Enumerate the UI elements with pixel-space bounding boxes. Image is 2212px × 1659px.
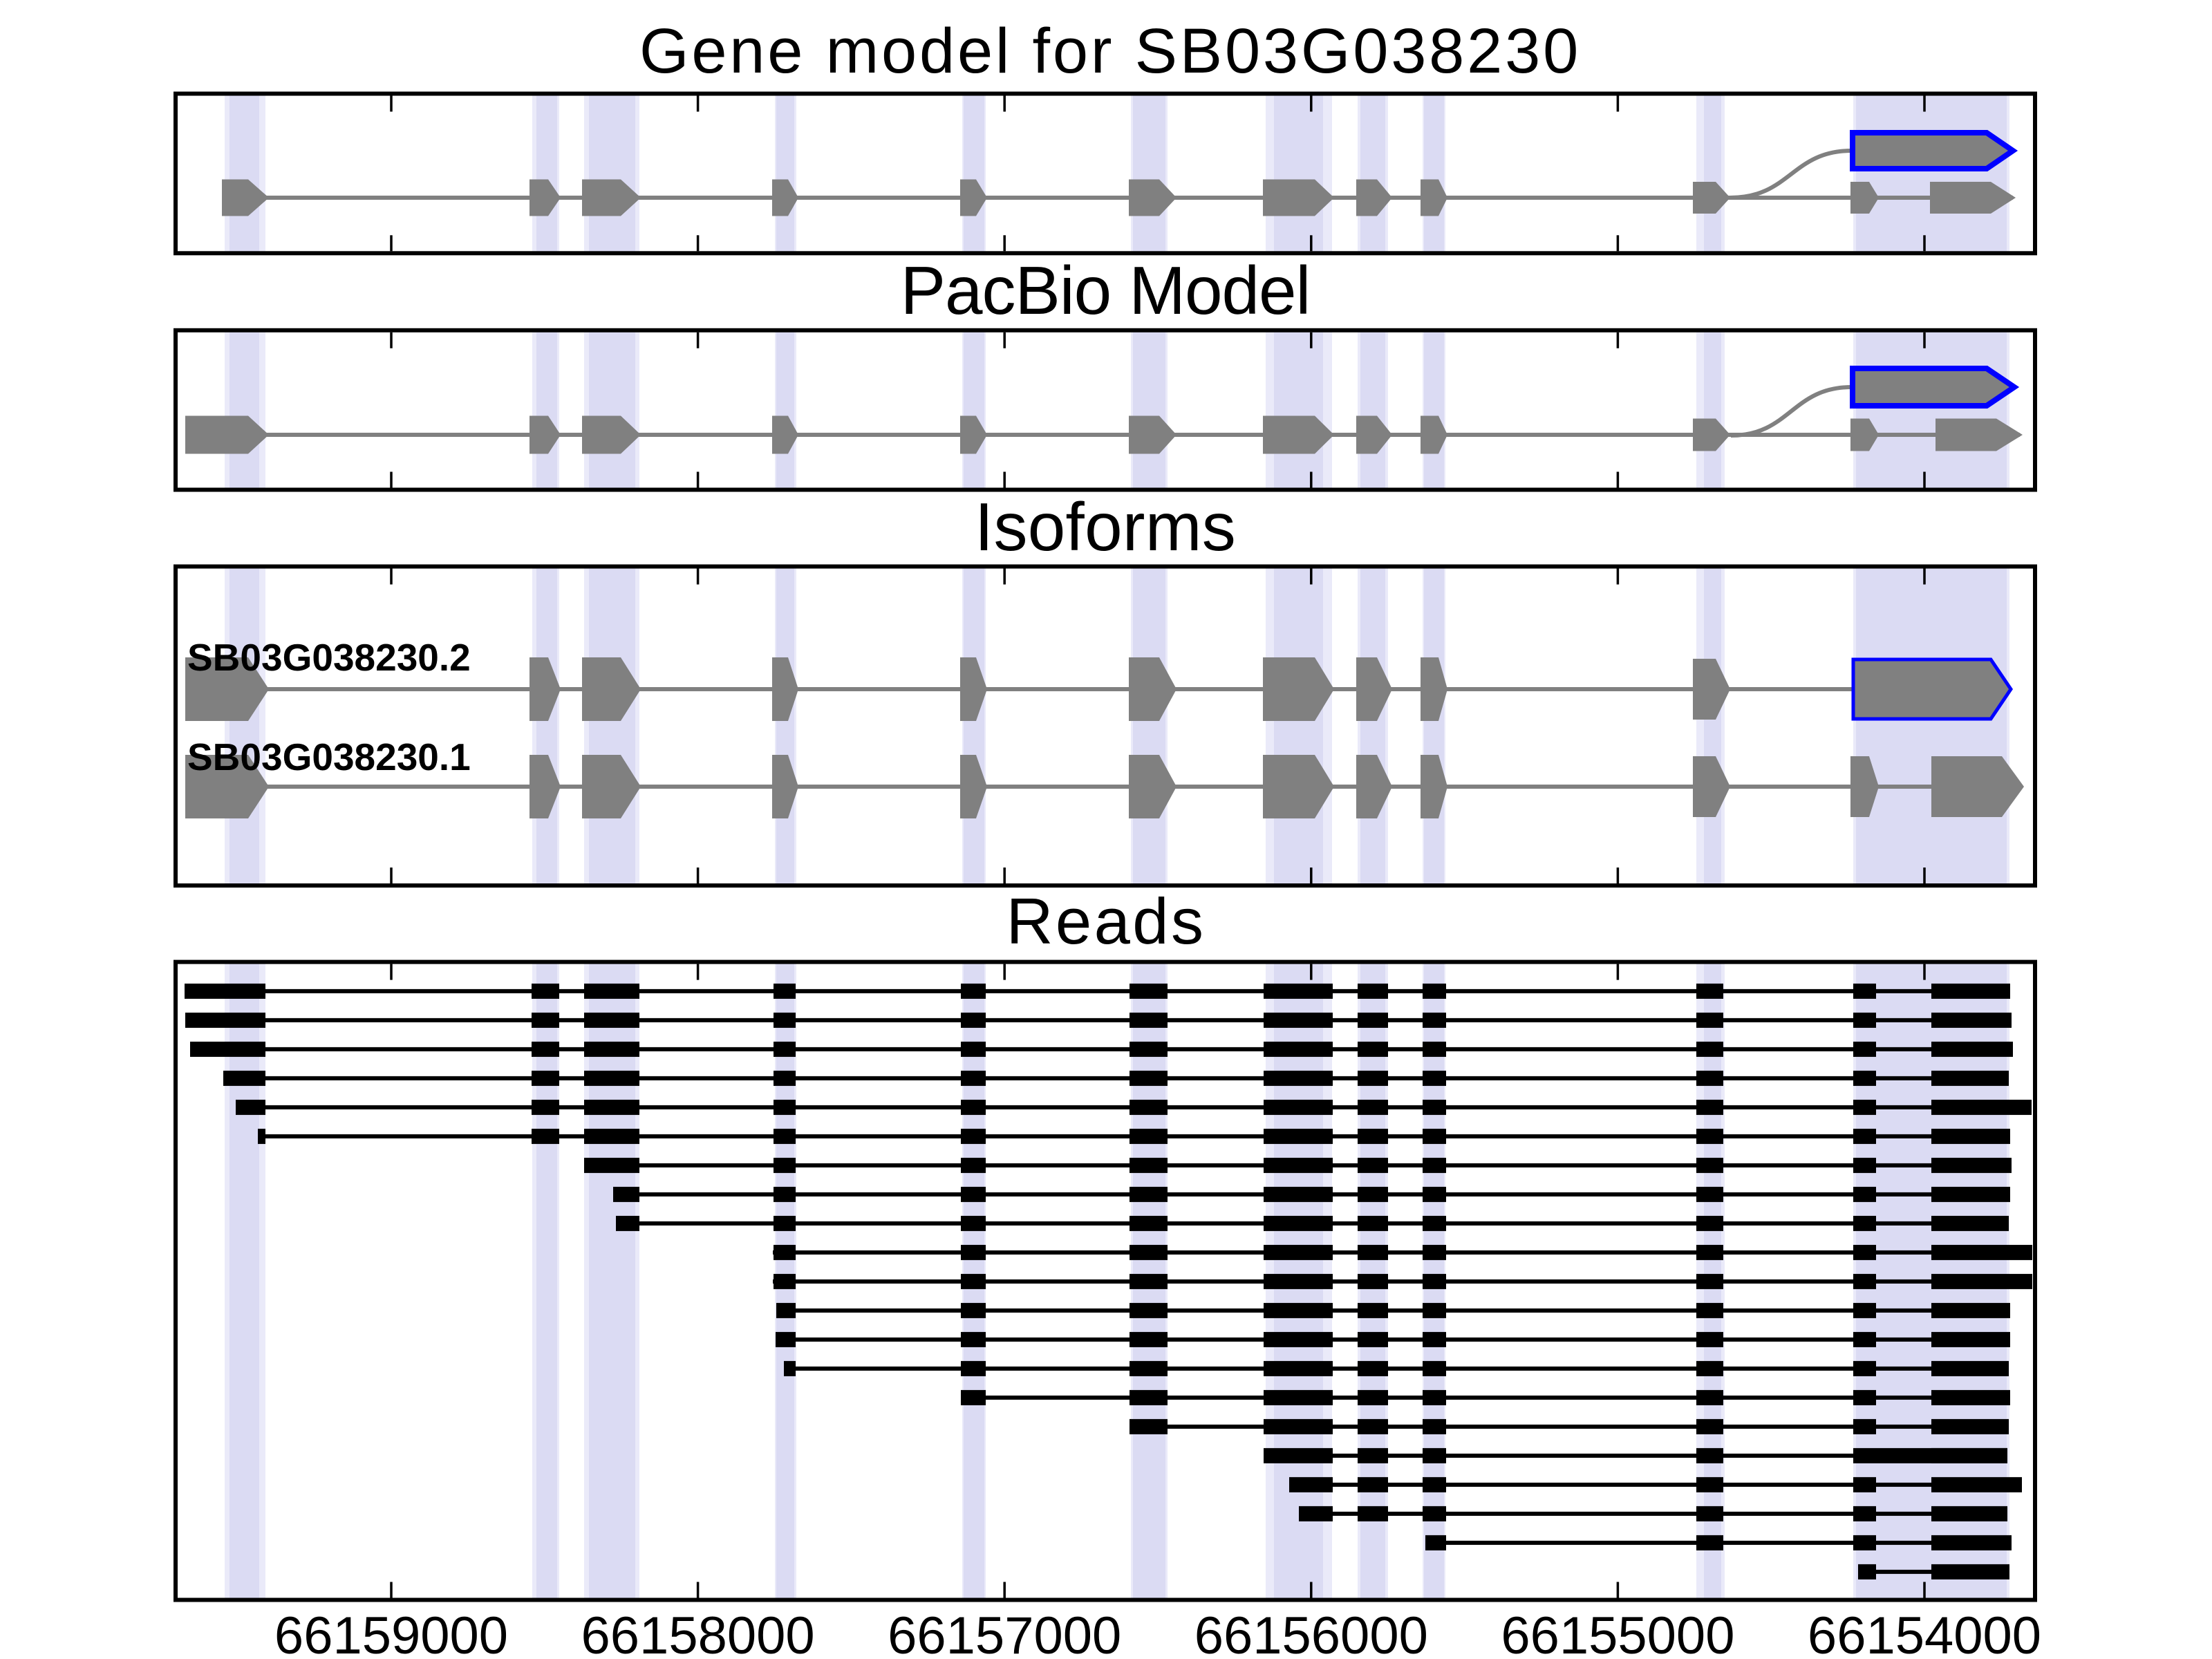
svg-text:66155000: 66155000 [1501, 1606, 1734, 1659]
svg-text:66154000: 66154000 [1808, 1606, 2041, 1659]
svg-text:SB03G038230.2: SB03G038230.2 [187, 636, 471, 679]
svg-text:66159000: 66159000 [274, 1606, 508, 1659]
svg-text:66157000: 66157000 [888, 1606, 1121, 1659]
svg-text:Reads: Reads [1006, 885, 1206, 957]
svg-text:Isoforms: Isoforms [975, 489, 1236, 565]
svg-text:66158000: 66158000 [581, 1606, 815, 1659]
svg-text:66156000: 66156000 [1194, 1606, 1428, 1659]
svg-text:SB03G038230.1: SB03G038230.1 [187, 735, 471, 778]
svg-text:PacBio Model: PacBio Model [901, 252, 1311, 328]
svg-text:Gene model for SB03G038230: Gene model for SB03G038230 [639, 16, 1581, 86]
